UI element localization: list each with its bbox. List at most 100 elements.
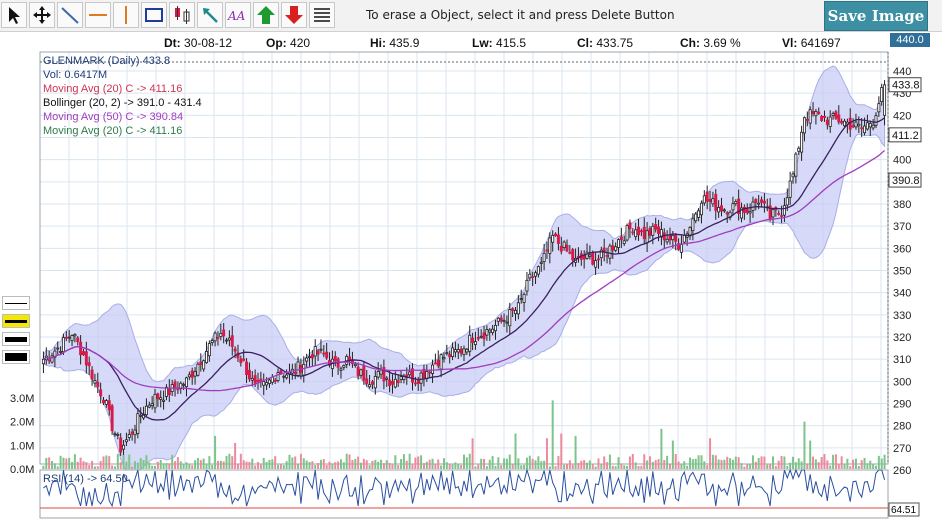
volume-bar [545, 438, 548, 469]
line-style-picker [2, 296, 32, 368]
trendline-icon [61, 7, 79, 24]
candle-body [585, 251, 589, 259]
chart-legend: GLENMARK (Daily) 433.8 Vol: 0.6417M Movi… [43, 55, 202, 137]
volume-bar [245, 461, 248, 469]
volume-bar [528, 455, 531, 469]
candle-body [522, 293, 526, 303]
candle-body [362, 365, 366, 381]
candle-body [419, 372, 423, 384]
volume-bar [211, 464, 214, 469]
vertical-line-tool[interactable] [113, 2, 139, 28]
line-style-medium-selected[interactable] [2, 314, 30, 328]
volume-bar [840, 456, 843, 469]
candle-body [348, 356, 352, 361]
candle-body [768, 205, 772, 220]
volume-bar [334, 462, 337, 469]
price-tick-label: 320 [893, 332, 911, 344]
volume-bar [116, 453, 119, 469]
save-image-button[interactable]: Save Image [824, 1, 928, 31]
last-price-badge: 440.0 [890, 33, 930, 47]
volume-bar [460, 465, 463, 469]
candle-body [416, 380, 420, 384]
legend-ma20: Moving Avg (20) C -> 411.16 [43, 83, 182, 95]
candle-body [485, 329, 489, 336]
candle-body [479, 335, 483, 338]
volume-bar [500, 465, 503, 469]
volume-bar [408, 453, 411, 469]
arrow-tool[interactable] [197, 2, 223, 28]
candle-body [702, 195, 706, 204]
candle-body [754, 199, 758, 203]
text-icon: AA [227, 9, 246, 23]
trendline-tool[interactable] [57, 2, 83, 28]
volume-bar [648, 456, 651, 469]
candle-body [333, 356, 337, 361]
volume-bar [783, 456, 786, 469]
line-style-heavy[interactable] [2, 350, 30, 364]
volume-bar [445, 462, 448, 469]
volume-bar [620, 463, 623, 469]
volume-bar [93, 466, 96, 469]
buy-arrow-tool[interactable] [253, 2, 279, 28]
candle-body [863, 125, 867, 134]
volume-bar [377, 461, 380, 469]
volume-bar [76, 461, 79, 469]
candle-body [448, 353, 452, 358]
volume-bar [131, 466, 134, 469]
candle-body [714, 193, 718, 211]
candle-body [79, 341, 83, 356]
volume-bar [654, 460, 657, 469]
horizontal-line-tool[interactable] [85, 2, 111, 28]
volume-bar [268, 459, 271, 469]
candle-body [794, 153, 798, 177]
volume-bar [780, 455, 783, 469]
candle-body [388, 379, 392, 387]
sell-arrow-tool[interactable] [281, 2, 307, 28]
volume-bar [494, 465, 497, 469]
fibonacci-tool[interactable] [169, 2, 195, 28]
candle-body [199, 361, 203, 366]
candle-body [608, 245, 612, 259]
price-tick-label: 370 [893, 221, 911, 233]
candle-body [305, 357, 309, 362]
volume-bar [45, 457, 48, 469]
volume-bar [857, 465, 860, 469]
candle-body [823, 115, 826, 118]
volume-bar [214, 435, 217, 469]
volume-bar [122, 454, 125, 469]
move-tool[interactable] [29, 2, 55, 28]
lines-tool[interactable] [309, 2, 335, 28]
low-label: Lw: [472, 36, 493, 50]
candle-body [659, 229, 663, 238]
high-label: Hi: [370, 36, 386, 50]
pointer-tool[interactable] [1, 2, 27, 28]
line-style-thin[interactable] [2, 296, 30, 310]
volume-bar [829, 465, 832, 469]
volume-bar [714, 455, 717, 469]
volume-bar [422, 463, 425, 469]
candle-body [376, 370, 380, 378]
text-tool[interactable]: AA [225, 2, 251, 28]
volume-bar [294, 456, 297, 469]
candle-body [831, 113, 835, 116]
volume-bar [437, 459, 440, 469]
change-value: 3.69 % [703, 36, 741, 50]
candle-body [390, 381, 394, 385]
volume-bar [282, 465, 285, 469]
price-tick-label: 340 [893, 288, 911, 300]
volume-bar [259, 464, 262, 469]
rectangle-tool[interactable] [141, 2, 167, 28]
candle-body [677, 243, 681, 250]
volume-bar [442, 458, 445, 469]
volume-tick-label: 0.0M [10, 464, 34, 476]
volume-bar [68, 457, 71, 469]
candle-body [588, 254, 592, 257]
volume-bar [757, 458, 760, 469]
volume-bar [683, 461, 686, 469]
line-style-thick[interactable] [2, 332, 30, 346]
candle-body [196, 363, 200, 376]
volume-bar [523, 464, 526, 469]
candle-body [617, 239, 620, 248]
volume-bar [105, 455, 108, 469]
